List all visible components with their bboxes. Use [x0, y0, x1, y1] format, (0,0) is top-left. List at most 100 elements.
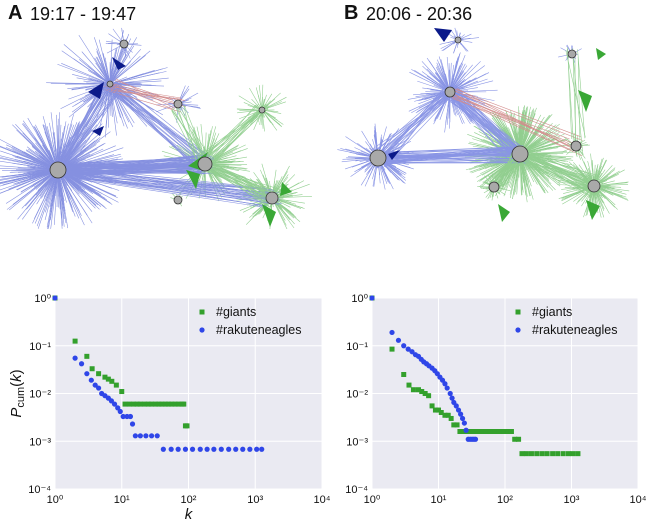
- data-point: [145, 401, 151, 407]
- x-tick-label: 10⁴: [314, 494, 331, 506]
- data-point: [122, 401, 128, 407]
- data-point: [369, 295, 375, 301]
- data-point: [505, 429, 511, 435]
- chart-1: 10⁰ 10¹ 10² 10³ 10⁴ 10⁰ 10⁻¹ 10⁻² 10⁻³ 10⁻⁴ k Pcum(…: [8, 293, 331, 523]
- data-point: [162, 401, 168, 407]
- data-point: [168, 446, 174, 452]
- data-point: [492, 429, 498, 435]
- network-link: [456, 96, 572, 151]
- data-point: [159, 401, 165, 407]
- network-link: [104, 89, 181, 113]
- data-point: [395, 337, 402, 343]
- network-link: [373, 89, 446, 166]
- network-link: [62, 157, 201, 165]
- x-tick-label: 10²: [497, 494, 513, 506]
- data-point: [152, 401, 158, 407]
- data-point: [516, 436, 522, 442]
- data-point: [534, 451, 540, 457]
- legend: #giants #rakuteneagles: [199, 305, 301, 337]
- y-tick-label: 10⁰: [34, 293, 51, 305]
- network-edge: [109, 77, 169, 85]
- network-triangle-node: [88, 82, 104, 99]
- network-link: [173, 101, 212, 160]
- network-link: [370, 92, 455, 151]
- network-edge: [109, 49, 116, 85]
- network-link: [513, 156, 600, 193]
- network-link: [53, 163, 272, 204]
- legend-label: #rakuteneagles: [532, 323, 617, 337]
- y-tick-label: 10⁻¹: [29, 341, 51, 353]
- data-point: [52, 295, 58, 301]
- network-link: [378, 146, 516, 165]
- network-link: [209, 109, 263, 167]
- network-link: [494, 163, 513, 181]
- legend-marker: [199, 309, 205, 315]
- data-point: [401, 371, 407, 377]
- network-edge: [15, 123, 59, 171]
- data-point: [105, 376, 111, 382]
- network-edge: [109, 55, 141, 85]
- data-point: [92, 382, 98, 388]
- network-link: [453, 95, 519, 163]
- network-edge: [249, 87, 263, 111]
- data-point: [442, 381, 448, 387]
- network-triangle-node: [596, 48, 606, 60]
- network-link: [201, 110, 261, 163]
- data-point: [184, 423, 190, 429]
- data-point: [172, 401, 178, 407]
- network-edge: [57, 169, 85, 226]
- data-point: [247, 446, 253, 452]
- network-edge: [438, 56, 451, 93]
- x-tick-label: 10²: [181, 494, 197, 506]
- network-link: [494, 160, 525, 192]
- network-link: [442, 93, 523, 163]
- network-edge: [98, 39, 111, 85]
- network-triangle-node: [498, 204, 510, 222]
- network-hub-node: [197, 156, 213, 172]
- network-edge: [83, 80, 111, 85]
- network-link: [524, 147, 595, 177]
- network-link: [57, 87, 107, 165]
- data-point: [539, 451, 545, 457]
- network-triangle-node: [186, 170, 200, 189]
- legend-marker: [199, 327, 205, 333]
- network-link: [108, 88, 202, 169]
- network-link: [115, 81, 211, 158]
- network-link: [171, 110, 196, 157]
- network-hub-node: [369, 149, 387, 167]
- network-edge: [22, 120, 59, 171]
- network-link: [447, 91, 570, 144]
- network-edge: [88, 78, 111, 85]
- network-edge: [261, 84, 264, 111]
- network-link: [58, 87, 120, 171]
- data-point: [119, 389, 125, 395]
- x-tick-label: 10⁰: [364, 494, 381, 506]
- network-link: [515, 157, 592, 183]
- network-edge: [57, 169, 65, 227]
- y-axis-label: Pcum(k): [8, 369, 27, 417]
- network-link: [58, 85, 101, 170]
- data-point: [442, 412, 448, 418]
- network-edge: [0, 160, 59, 171]
- network-edge: [109, 68, 163, 85]
- data-point: [254, 446, 260, 452]
- network-edge: [417, 91, 451, 101]
- network-link: [61, 82, 103, 167]
- network-link: [206, 105, 263, 170]
- data-point: [409, 349, 415, 355]
- network-edge: [109, 83, 157, 87]
- data-point: [426, 393, 432, 399]
- y-tick-label: 10⁻²: [29, 389, 51, 401]
- network-edge: [0, 169, 59, 184]
- network-link: [577, 57, 581, 141]
- network-link: [60, 88, 111, 175]
- network-link: [58, 83, 111, 177]
- network-link: [102, 84, 203, 172]
- network-hub-node: [511, 145, 529, 163]
- network-link: [63, 176, 271, 196]
- network-edge: [109, 55, 146, 85]
- network-edge: [78, 59, 111, 85]
- network-link: [377, 94, 452, 161]
- network-link: [519, 151, 601, 177]
